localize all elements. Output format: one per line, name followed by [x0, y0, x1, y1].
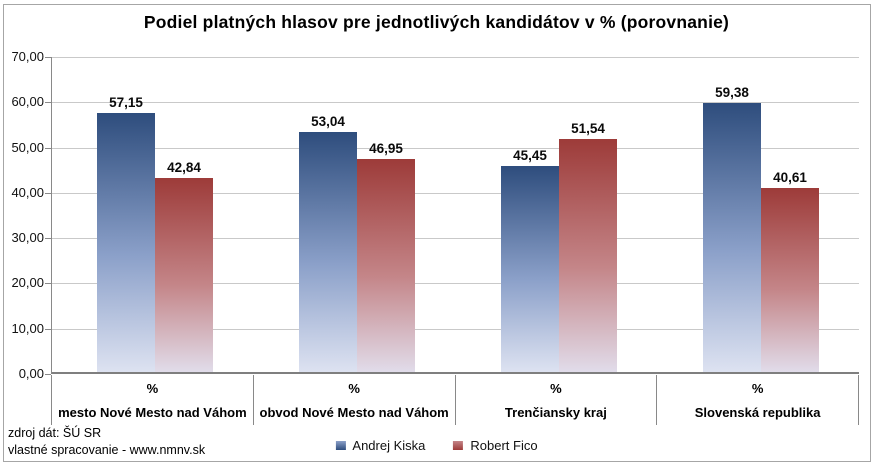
category-cell: % Slovenská republika: [656, 375, 859, 425]
y-tick-label: 20,00: [11, 275, 44, 290]
bar-fico: [559, 139, 617, 372]
category-cell: % Trenčiansky kraj: [454, 375, 657, 425]
y-tick-label: 30,00: [11, 230, 44, 245]
category-label: Slovenská republika: [694, 405, 821, 420]
y-tick: [45, 57, 51, 58]
bar-fico: [761, 188, 819, 372]
category-unit-label: %: [751, 381, 764, 396]
bar-kiska: [501, 166, 559, 372]
chart-title: Podiel platných hlasov pre jednotlivých …: [143, 12, 730, 32]
gridline: [52, 57, 859, 58]
legend-label: Andrej Kiska: [352, 438, 426, 453]
category-unit-label: %: [348, 381, 360, 396]
bar-value-label: 45,45: [513, 148, 547, 163]
bar-value-label: 40,61: [773, 170, 807, 185]
source-line-2: vlastné spracovanie - www.nmnv.sk: [8, 442, 206, 457]
legend-key-swatch: [335, 441, 346, 450]
bar-kiska: [299, 132, 357, 372]
bar-value-label: 57,15: [109, 95, 143, 110]
gridline: [52, 238, 859, 239]
bar-value-label: 51,54: [571, 121, 605, 136]
y-tick: [45, 374, 51, 375]
plot-area: 57,15 42,84 53,04 46,95 45,45 51,54 59,38 40,61: [51, 57, 859, 374]
legend-key-swatch: [453, 441, 464, 450]
category-label: Trenčiansky kraj: [504, 405, 607, 420]
y-tick: [45, 238, 51, 239]
legend-label: Robert Fico: [470, 438, 538, 453]
bar-value-label: 46,95: [369, 141, 403, 156]
gridline: [52, 283, 859, 284]
source-line-1: zdroj dát: ŠÚ SR: [8, 426, 102, 440]
bar-value-label: 53,04: [311, 114, 345, 129]
y-tick: [45, 102, 51, 103]
y-tick: [45, 329, 51, 330]
bar-kiska: [703, 103, 761, 372]
category-unit-label: %: [550, 381, 562, 396]
bar-fico: [155, 178, 213, 372]
category-unit-label: %: [146, 381, 159, 396]
category-label: mesto Nové Mesto nad Váhom: [58, 405, 247, 420]
bar-value-label: 42,84: [167, 160, 201, 175]
category-cell: % mesto Nové Mesto nad Váhom: [51, 375, 253, 425]
y-tick: [45, 193, 51, 194]
category-cell: % obvod Nové Mesto nad Váhom: [252, 375, 455, 425]
y-tick-label: 60,00: [11, 94, 44, 109]
y-tick-label: 10,00: [11, 321, 44, 336]
gridline: [52, 329, 859, 330]
y-tick-label: 0,00: [18, 366, 44, 381]
y-tick-label: 50,00: [11, 140, 44, 155]
bar-kiska: [97, 113, 155, 372]
x-axis-category-area: % mesto Nové Mesto nad Váhom% obvod Nové M…: [51, 375, 859, 425]
gridline: [52, 102, 859, 103]
bar-fico: [357, 159, 415, 372]
gridline: [52, 148, 859, 149]
source-note: zdroj dát: ŠÚ SR vlastné spracovanie - w…: [8, 425, 205, 458]
legend-item-fico: Robert Fico: [453, 438, 538, 453]
category-label: obvod Nové Mesto nad Váhom: [259, 405, 449, 420]
y-tick-label: 70,00: [11, 49, 44, 64]
y-tick: [45, 148, 51, 149]
gridline: [52, 193, 859, 194]
y-tick-label: 40,00: [11, 185, 44, 200]
legend: Andrej Kiska Robert Fico: [335, 438, 538, 453]
legend-item-kiska: Andrej Kiska: [335, 438, 425, 453]
y-tick: [45, 283, 51, 284]
bar-value-label: 59,38: [715, 85, 749, 100]
